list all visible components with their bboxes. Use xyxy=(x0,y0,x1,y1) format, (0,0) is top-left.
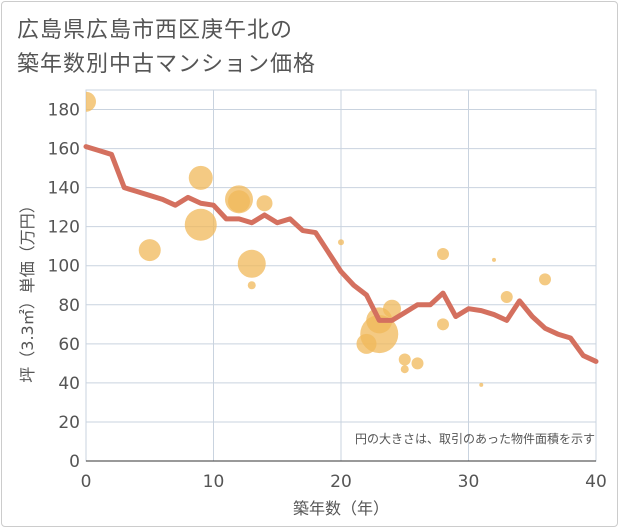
chart-title: 広島県広島市西区庚午北の 築年数別中古マンション価格 xyxy=(17,18,317,77)
bubble-point xyxy=(437,318,449,331)
bubble-point xyxy=(86,91,96,112)
bubble-layer xyxy=(86,91,551,387)
bubble-point xyxy=(383,299,401,318)
bubble-point xyxy=(228,190,250,213)
bubble-point xyxy=(437,248,449,261)
y-tick-label: 100 xyxy=(48,257,80,277)
bubble-point xyxy=(479,382,484,387)
size-note: 円の大きさは、取引のあった物件面積を示す xyxy=(355,431,595,446)
x-tick-label: 0 xyxy=(81,472,92,492)
y-tick-label: 20 xyxy=(58,413,80,433)
axes: 0 20 40 60 80 100 120 140 160 180 0 10 20 30 40 xyxy=(48,101,607,492)
bubble-point xyxy=(500,290,513,303)
y-tick-label: 60 xyxy=(58,335,80,355)
x-tick-label: 40 xyxy=(585,472,607,492)
y-axis-title: 坪（3.3㎡）単価（万円） xyxy=(18,197,37,382)
y-tick-label: 40 xyxy=(58,374,80,394)
trend-line-layer xyxy=(83,144,599,364)
y-tick-label: 160 xyxy=(48,140,80,160)
trend-line xyxy=(83,144,599,364)
bubble-point xyxy=(411,357,424,370)
y-tick-label: 120 xyxy=(48,218,80,238)
bubble-point xyxy=(539,273,551,286)
y-tick-label: 80 xyxy=(58,296,80,316)
bubble-point xyxy=(400,365,409,374)
y-tick-label: 140 xyxy=(48,179,80,199)
bubble-point xyxy=(184,208,217,241)
bubble-point xyxy=(492,257,496,262)
x-tick-label: 20 xyxy=(330,472,352,492)
bubble-point xyxy=(188,165,213,190)
bubble-point xyxy=(256,195,273,212)
bubble-point xyxy=(338,239,344,246)
x-axis-title: 築年数（年） xyxy=(293,499,389,518)
grid-lines xyxy=(85,89,597,462)
bubble-point xyxy=(247,281,256,290)
y-tick-label: 180 xyxy=(48,101,80,121)
bubble-point xyxy=(237,249,266,278)
bubble-point xyxy=(138,239,161,262)
y-tick-label: 0 xyxy=(69,452,80,472)
bubble-point xyxy=(398,353,411,366)
x-tick-label: 30 xyxy=(458,472,480,492)
x-tick-label: 10 xyxy=(203,472,225,492)
